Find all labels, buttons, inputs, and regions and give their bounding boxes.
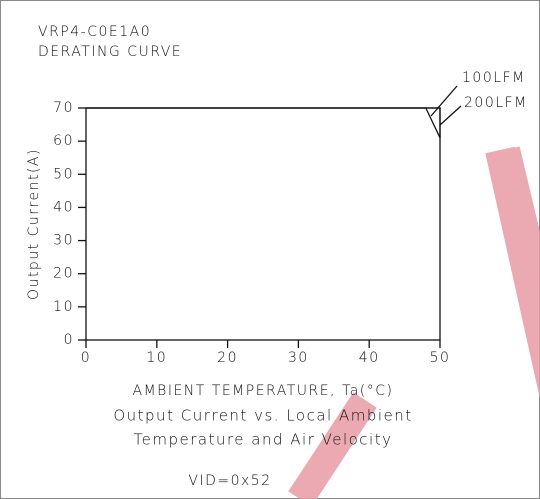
caption: Output Current vs. Local Ambient — [113, 407, 412, 425]
caption: Temperature and Air Velocity — [134, 431, 393, 449]
y-tick-label: 20 — [53, 266, 74, 282]
y-axis-label: Output Current(A) — [26, 148, 42, 300]
series-label: 200LFM — [464, 95, 528, 111]
y-tick-label: 70 — [53, 100, 74, 116]
leader-line — [439, 105, 462, 126]
x-tick-label: 20 — [217, 350, 238, 366]
x-tick-label: 50 — [430, 350, 451, 366]
y-tick-label: 0 — [64, 332, 74, 348]
x-tick-label: 0 — [81, 350, 91, 366]
watermark — [288, 392, 377, 499]
y-tick-label: 60 — [53, 133, 74, 149]
data-line — [86, 107, 441, 138]
x-tick-label: 40 — [359, 350, 380, 366]
leader-line — [430, 85, 458, 117]
note: VID=0x52 — [188, 473, 271, 489]
y-tick-label: 30 — [53, 233, 74, 249]
x-tick-label: 30 — [288, 350, 309, 366]
chart-subtitle: DERATING CURVE — [38, 44, 182, 60]
chart-title: VRP4-C0E1A0 — [38, 24, 151, 40]
series-label: 100LFM — [462, 70, 526, 86]
y-tick-label: 50 — [53, 166, 74, 182]
x-axis-label: AMBIENT TEMPERATURE, Ta(°C) — [133, 383, 394, 399]
watermark — [485, 146, 540, 400]
y-tick-label: 40 — [53, 199, 74, 215]
y-tick-label: 10 — [53, 299, 74, 315]
x-tick-label: 10 — [146, 350, 167, 366]
